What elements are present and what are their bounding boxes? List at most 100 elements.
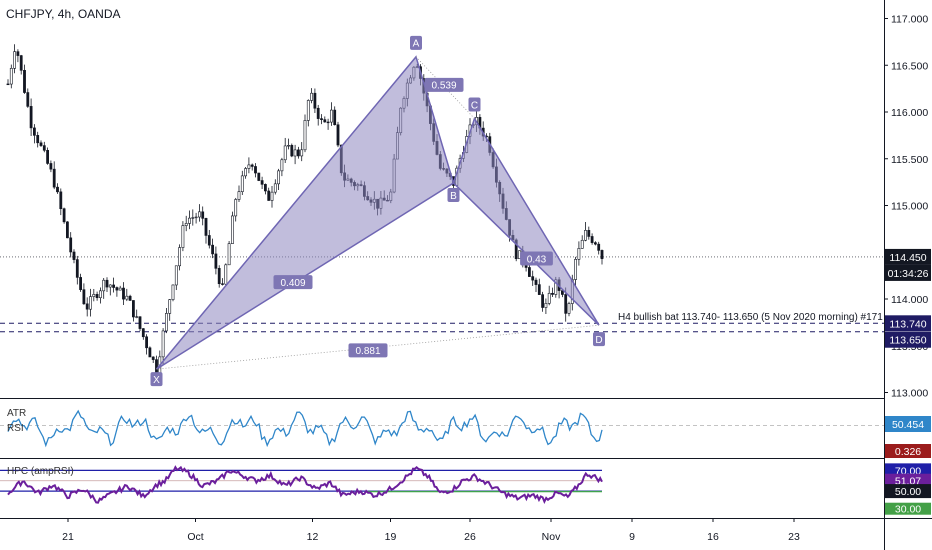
- ratio-bc-bg: [520, 251, 553, 266]
- candle-body: [290, 145, 294, 157]
- candle-body: [201, 211, 205, 219]
- candle: [125, 288, 129, 302]
- candle-body: [23, 70, 26, 93]
- candle: [273, 179, 277, 195]
- candle-body: [277, 170, 281, 185]
- candle: [333, 106, 337, 126]
- chart-title: CHFJPY, 4h, OANDA: [6, 7, 121, 21]
- candle: [66, 221, 69, 239]
- candle: [547, 285, 551, 306]
- candle: [122, 282, 125, 306]
- candle-body: [547, 292, 551, 304]
- candle-body: [46, 150, 50, 164]
- candle-body: [13, 51, 17, 69]
- y-tick-label: 117.000: [891, 14, 928, 26]
- candle: [168, 298, 172, 321]
- ratio-bc-text: 0.43: [527, 254, 547, 265]
- point-label-b-text: B: [450, 191, 457, 202]
- candle: [593, 241, 597, 246]
- candle-body: [52, 168, 56, 188]
- candle: [313, 88, 317, 114]
- candle-body: [574, 259, 578, 280]
- interval: 4h: [58, 7, 71, 21]
- candle: [171, 284, 175, 302]
- candle-body: [99, 290, 102, 299]
- rsi-value-badge: 0.326: [885, 444, 931, 458]
- candle-body: [161, 330, 165, 358]
- candle-body: [336, 124, 340, 146]
- point-label-c-bg: [468, 97, 481, 112]
- atr-title: ATR: [7, 408, 26, 419]
- candle-body: [310, 92, 314, 101]
- candle: [567, 301, 571, 317]
- candle: [181, 221, 185, 252]
- candle-body: [19, 55, 23, 71]
- candle-body: [145, 336, 149, 349]
- point-label-c-text: C: [471, 100, 478, 111]
- candle-body: [296, 149, 300, 157]
- point-label-x-bg: [150, 372, 163, 387]
- candle-body: [527, 267, 531, 277]
- candle-body: [597, 243, 601, 251]
- atr-rsi-panel[interactable]: [0, 409, 884, 448]
- x-tick-label: 12: [307, 531, 319, 543]
- candle: [214, 246, 218, 275]
- point-label-x-text: X: [153, 375, 160, 386]
- candle: [260, 176, 264, 190]
- ratio-xd: 0.881: [348, 343, 388, 358]
- point-label-a-text: A: [413, 39, 420, 50]
- candle-body: [56, 186, 59, 193]
- candle: [329, 102, 333, 126]
- candle: [56, 183, 59, 194]
- candle-body: [89, 296, 92, 310]
- level-badge-top-bg: [885, 315, 931, 332]
- ratio-xd-text: 0.881: [355, 346, 380, 357]
- symbol: CHFJPY: [6, 7, 53, 21]
- candle: [95, 291, 99, 301]
- candle: [178, 244, 182, 271]
- candle-body: [181, 225, 185, 248]
- y-tick-label: 113.000: [891, 388, 928, 400]
- hpc-amprsi-panel[interactable]: [0, 465, 603, 504]
- candle-body: [564, 294, 568, 314]
- rsi-title: RSI: [7, 423, 24, 434]
- candle: [303, 114, 307, 153]
- candle: [188, 210, 191, 230]
- candle: [79, 273, 83, 292]
- point-label-a: A: [410, 35, 422, 50]
- pattern-annotation: H4 bullish bat 113.740- 113.650 (5 Nov 2…: [618, 312, 883, 323]
- candle: [138, 316, 142, 331]
- countdown-badge: 01:34:26: [885, 264, 931, 281]
- candle: [257, 172, 261, 182]
- candle: [92, 288, 96, 302]
- candle-body: [135, 316, 139, 318]
- last-price-badge-text: 114.450: [889, 252, 926, 264]
- candle-body: [108, 284, 112, 288]
- candle-body: [247, 164, 251, 169]
- candle: [283, 137, 287, 163]
- candle: [39, 140, 43, 148]
- atr-value-badge-bg: [885, 416, 931, 432]
- candle-body: [600, 250, 604, 260]
- candle-body: [224, 264, 228, 285]
- candle: [165, 308, 168, 334]
- candle: [151, 356, 155, 364]
- candle-body: [231, 215, 234, 244]
- candle: [247, 157, 251, 174]
- candle: [59, 188, 63, 216]
- bat-pattern[interactable]: X A B C D 0.539 0.43 0.409 0.881: [150, 35, 606, 387]
- candle: [551, 287, 554, 297]
- atr-line: [7, 409, 603, 448]
- candle: [217, 265, 221, 288]
- atr-value-badge-text: 50.454: [892, 419, 924, 431]
- hpc-title: HPC (ampRSI): [7, 466, 74, 477]
- candle: [574, 256, 578, 287]
- price-badges: 114.450 01:34:26 113.740 113.650 50.454 0.326…: [885, 248, 931, 516]
- y-tick-label: 115.500: [891, 154, 928, 166]
- candle: [201, 206, 205, 226]
- candle: [13, 44, 17, 74]
- title-separator-1: ,: [51, 7, 58, 21]
- candle-body: [49, 163, 53, 170]
- candle-body: [16, 51, 20, 56]
- candle-body: [178, 247, 182, 267]
